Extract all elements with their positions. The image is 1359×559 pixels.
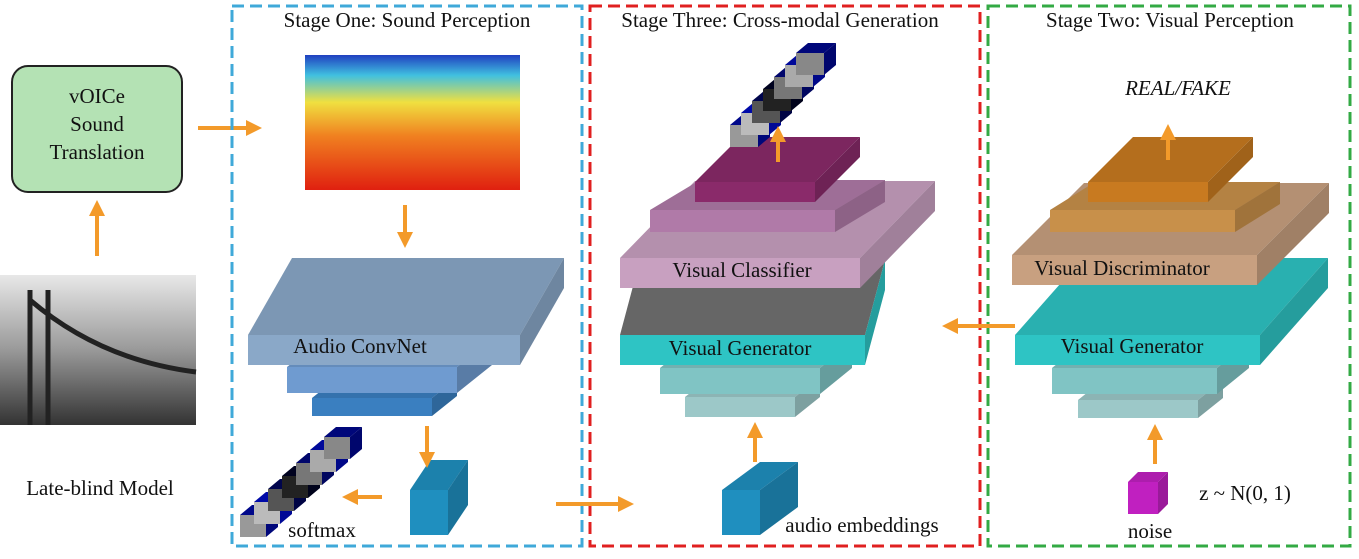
layer-side (860, 181, 935, 288)
layer-front (650, 210, 835, 232)
stage-title: Stage Two: Visual Perception (1046, 8, 1294, 32)
spectrogram (305, 55, 520, 190)
input-label: audio embeddings (785, 513, 938, 537)
layer-top (722, 462, 798, 490)
layer-side (520, 258, 564, 365)
stage-box (230, 4, 584, 548)
layer-side (760, 462, 798, 535)
box-line: Translation (50, 140, 145, 164)
layer-front (287, 367, 457, 393)
distribution-label: z ~ N(0, 1) (1199, 481, 1291, 505)
stage-title: Stage One: Sound Perception (284, 8, 531, 32)
layer-top (410, 460, 468, 490)
layer-side (865, 260, 885, 365)
layer-front (1052, 368, 1217, 394)
layer-top (248, 258, 564, 335)
layer-top (324, 427, 362, 437)
bridge-shape (27, 290, 197, 425)
layer-front (248, 335, 520, 365)
layer-label: Visual Discriminator (1034, 256, 1209, 280)
translation-box (11, 65, 183, 193)
layer-side (824, 43, 836, 75)
layer-label: Visual Generator (1061, 334, 1204, 358)
layer-label: Audio ConvNet (293, 334, 427, 358)
layer-side (1208, 137, 1253, 202)
layer-front (695, 182, 815, 202)
layer-front (1015, 335, 1260, 365)
layer-side (815, 137, 860, 202)
layer-side (1158, 472, 1168, 514)
layer-top (1088, 137, 1253, 182)
layer-front (620, 258, 860, 288)
layer-label: Visual Generator (669, 336, 812, 360)
layer-side (448, 460, 468, 535)
layer-side (1257, 183, 1329, 285)
layer-front (660, 368, 820, 394)
box-line: Sound (70, 112, 124, 136)
layer-side (835, 180, 885, 232)
layer-label: Visual Classifier (672, 258, 811, 282)
caption: Late-blind Model (26, 476, 174, 500)
layer-front (796, 53, 824, 75)
layer-top (1128, 472, 1168, 482)
layer-top (796, 43, 836, 53)
output-label: REAL/FAKE (1124, 76, 1231, 100)
layer-front (1128, 482, 1158, 514)
layer-front (620, 335, 865, 365)
layer-front (324, 437, 350, 459)
box-line: vOICe (69, 84, 125, 108)
layer-front (410, 490, 448, 535)
layer-side (350, 427, 362, 459)
stage-box (588, 4, 982, 548)
layer-front (1012, 255, 1257, 285)
layer-side (1260, 258, 1328, 365)
layer-front (1088, 182, 1208, 202)
stage-title: Stage Three: Cross-modal Generation (621, 8, 939, 32)
layer-front (722, 490, 760, 535)
layer-front (685, 397, 795, 417)
input-label: noise (1128, 519, 1172, 543)
layer-side (1235, 182, 1280, 232)
output-label: softmax (288, 518, 356, 542)
layer-front (312, 398, 432, 416)
layer-front (1078, 400, 1198, 418)
layer-front (1050, 210, 1235, 232)
stage-box (986, 4, 1352, 548)
